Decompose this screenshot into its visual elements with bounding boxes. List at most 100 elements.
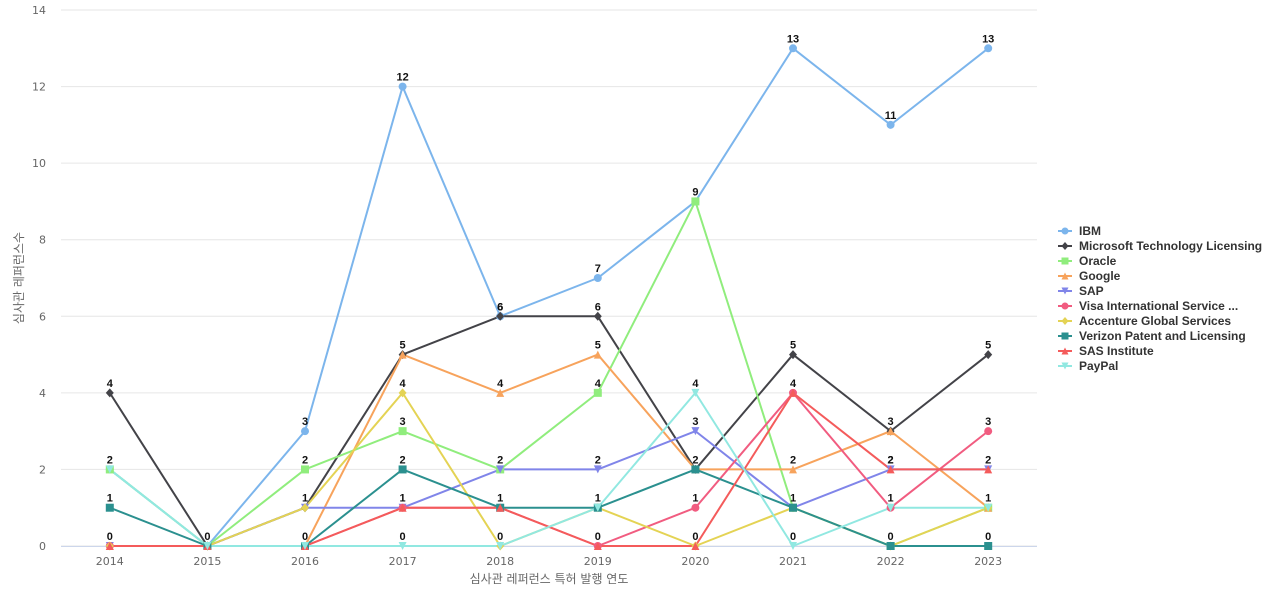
data-label-ibm: 9 <box>692 186 698 198</box>
y-tick-label: 6 <box>39 310 46 323</box>
series-line-ibm[interactable] <box>109 47 989 547</box>
data-label-ibm: 7 <box>595 263 601 275</box>
legend-item-verizon-patent-and-licensing[interactable]: Verizon Patent and Licensing <box>1058 329 1246 343</box>
data-label-microsoft-technology-licensing: 5 <box>400 340 406 352</box>
legend-item-google[interactable]: Google <box>1058 269 1121 283</box>
legend-label: Google <box>1079 269 1121 283</box>
data-point-google <box>593 350 602 359</box>
y-tick-label: 10 <box>32 157 46 170</box>
data-label-visa-international-service: 1 <box>692 493 698 505</box>
data-label-sas-institute: 0 <box>302 531 308 543</box>
x-tick-label: 2018 <box>486 555 514 568</box>
y-axis-title: 심사관 레퍼런스수 <box>12 232 26 324</box>
data-point-paypal <box>398 542 407 550</box>
data-point-sas-institute <box>691 542 700 550</box>
data-label-microsoft-technology-licensing: 1 <box>302 493 308 505</box>
series-line-paypal[interactable] <box>109 391 989 547</box>
data-label-verizon-patent-and-licensing: 0 <box>985 531 991 543</box>
x-axis-title: 심사관 레퍼런스 특허 발행 연도 <box>470 571 629 586</box>
data-label-ibm: 2 <box>107 454 113 466</box>
data-point-microsoft-technology-licensing <box>593 311 602 321</box>
data-label-sap: 2 <box>985 454 991 466</box>
legend-item-sap[interactable]: SAP <box>1058 284 1104 298</box>
series-markers <box>105 44 993 551</box>
legend-item-microsoft-technology-licensing[interactable]: Microsoft Technology Licensing <box>1058 239 1262 253</box>
data-point-paypal <box>593 503 602 512</box>
data-label-ibm: 13 <box>787 33 799 45</box>
series-lines <box>108 47 989 547</box>
x-tick-label: 2016 <box>291 555 319 568</box>
data-point-ibm <box>398 82 407 91</box>
data-point-visa-international-service <box>984 427 993 436</box>
data-point-microsoft-technology-licensing <box>496 311 505 321</box>
data-label-sas-institute: 1 <box>400 493 406 505</box>
data-label-oracle: 3 <box>400 416 406 428</box>
x-tick-label: 2020 <box>681 555 709 568</box>
x-tick-label: 2014 <box>96 555 124 568</box>
data-label-ibm: 3 <box>302 416 308 428</box>
data-point-sas-institute <box>593 542 602 550</box>
x-tick-label: 2021 <box>779 555 807 568</box>
data-point-oracle <box>301 465 309 474</box>
data-label-oracle: 4 <box>595 378 602 390</box>
data-point-paypal <box>203 542 212 550</box>
data-label-oracle: 2 <box>302 454 308 466</box>
legend-label: Accenture Global Services <box>1079 314 1231 328</box>
legend-item-oracle[interactable]: Oracle <box>1058 254 1117 268</box>
y-tick-label: 12 <box>32 81 46 94</box>
data-label-paypal: 0 <box>790 531 796 543</box>
x-tick-label: 2015 <box>193 555 221 568</box>
legend-marker-google <box>1061 272 1069 280</box>
series-line-verizon-patent-and-licensing[interactable] <box>109 468 989 547</box>
data-label-sap: 3 <box>692 416 698 428</box>
grid-lines <box>61 9 1037 547</box>
data-label-sap: 2 <box>595 454 601 466</box>
data-label-sas-institute: 0 <box>595 531 601 543</box>
legend-marker-accenture-global-services <box>1061 317 1069 325</box>
data-point-oracle <box>593 388 602 397</box>
y-tick-label: 4 <box>39 387 46 400</box>
data-label-google: 2 <box>790 454 796 466</box>
data-label-ibm: 11 <box>885 110 897 122</box>
legend-label: SAP <box>1079 284 1104 298</box>
data-point-accenture-global-services <box>301 503 309 513</box>
data-point-visa-international-service <box>691 503 700 512</box>
data-label-sap: 2 <box>888 454 894 466</box>
x-tick-label: 2019 <box>584 555 612 568</box>
data-label-google: 5 <box>595 340 601 352</box>
data-point-verizon-patent-and-licensing <box>105 503 114 512</box>
y-tick-label: 14 <box>32 4 46 17</box>
data-point-paypal <box>886 503 895 512</box>
data-label-sas-institute: 0 <box>692 531 698 543</box>
legend-marker-verizon-patent-and-licensing <box>1061 332 1069 340</box>
legend-label: Verizon Patent and Licensing <box>1079 329 1246 343</box>
legend-item-sas-institute[interactable]: SAS Institute <box>1058 344 1154 358</box>
data-label-visa-international-service: 4 <box>790 378 797 390</box>
data-label-ibm: 6 <box>497 301 503 313</box>
data-point-sas-institute <box>789 388 797 397</box>
series-line-google[interactable] <box>109 353 989 547</box>
data-label-sas-institute: 0 <box>107 531 113 543</box>
legend-item-ibm[interactable]: IBM <box>1058 224 1101 238</box>
data-label-microsoft-technology-licensing: 6 <box>595 301 601 313</box>
y-tick-label: 0 <box>39 540 46 553</box>
legend-item-paypal[interactable]: PayPal <box>1058 359 1118 373</box>
data-label-ibm: 0 <box>204 531 210 543</box>
legend-item-accenture-global-services[interactable]: Accenture Global Services <box>1058 314 1231 328</box>
data-point-google <box>886 427 895 436</box>
data-point-microsoft-technology-licensing <box>984 350 993 360</box>
data-label-accenture-global-services: 4 <box>400 378 407 390</box>
legend-marker-oracle <box>1061 257 1069 265</box>
legend-label: Microsoft Technology Licensing <box>1079 239 1262 253</box>
data-label-ibm: 13 <box>982 33 994 45</box>
legend-item-visa-international-service[interactable]: Visa International Service ... <box>1058 299 1238 313</box>
data-point-microsoft-technology-licensing <box>789 350 797 360</box>
series-line-sap[interactable] <box>109 430 989 547</box>
x-tick-label: 2022 <box>877 555 905 568</box>
data-point-sas-institute <box>398 503 407 512</box>
data-point-ibm <box>984 44 993 53</box>
data-point-paypal <box>789 542 797 550</box>
data-label-microsoft-technology-licensing: 5 <box>985 340 991 352</box>
